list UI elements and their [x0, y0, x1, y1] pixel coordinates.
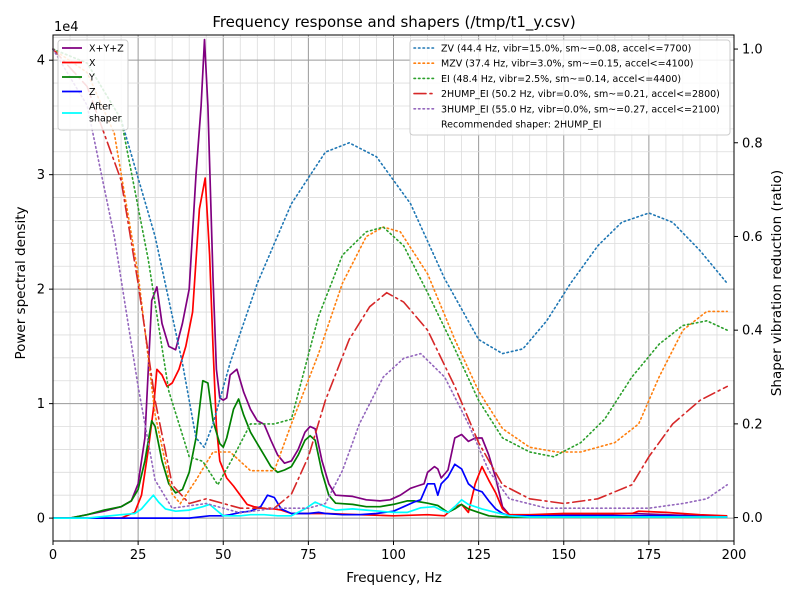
- legend-psd-label-3: Z: [89, 87, 96, 98]
- x-tick-label: 200: [722, 548, 747, 563]
- legend-shapers-box: [409, 39, 731, 136]
- x-tick-label: 0: [49, 548, 57, 563]
- y-axis-label-right: Shaper vibration reduction (ratio): [769, 170, 785, 396]
- shaper-line-4: [52, 48, 728, 514]
- legend-psd-label-4: After: [89, 102, 112, 113]
- legend-psd-label-0: X+Y+Z: [89, 44, 124, 55]
- y-tick-label: 3: [37, 168, 45, 183]
- y-axis-label: Power spectral density: [13, 206, 29, 359]
- chart-title: Frequency response and shapers (/tmp/t1_…: [212, 13, 575, 32]
- x-tick-label: 50: [215, 548, 232, 563]
- y-tick-label: 4: [37, 54, 45, 69]
- legend-psd-label-2: Y: [88, 73, 95, 84]
- psd-line-3: [53, 463, 728, 519]
- x-tick-label: 125: [466, 548, 491, 563]
- legend-shaper-label-1: MZV (37.4 Hz, vibr=3.0%, sm~=0.15, accel…: [441, 59, 693, 70]
- psd-line-0: [53, 38, 728, 519]
- y-tick-label-right: 0.0: [742, 511, 763, 526]
- axis-ticks: 0 25 50 75 100 125 150 175 200 0 1 2 3 4 0.0 0.2 0.4 0.6 0…: [37, 43, 763, 563]
- x-tick-label: 175: [636, 548, 661, 563]
- shaper-line-2: [52, 48, 728, 487]
- x-axis-label: Frequency, Hz: [346, 570, 442, 586]
- legend-shaper-label-0: ZV (44.4 Hz, vibr=15.0%, sm~=0.08, accel…: [441, 44, 691, 55]
- x-tick-label: 25: [130, 548, 147, 563]
- legend-shapers: ZV (44.4 Hz, vibr=15.0%, sm~=0.08, accel…: [409, 39, 731, 136]
- legend-psd-label-4: shaper: [89, 114, 122, 125]
- legend-shaper-label-3: 2HUMP_EI (50.2 Hz, vibr=0.0%, sm~=0.21, …: [441, 89, 720, 100]
- y-tick-label-right: 1.0: [742, 43, 763, 58]
- legend-psd-label-1: X: [89, 58, 96, 69]
- legend-shaper-label-4: 3HUMP_EI (55.0 Hz, vibr=0.0%, sm~=0.27, …: [441, 104, 720, 115]
- recommended-shaper-text: Recommended shaper: 2HUMP_EI: [441, 120, 602, 131]
- y-tick-label: 0: [37, 512, 45, 527]
- x-tick-label: 100: [381, 548, 406, 563]
- legend-shaper-label-2: EI (48.4 Hz, vibr=2.5%, sm~=0.14, accel<…: [441, 74, 681, 85]
- y-tick-label-right: 0.6: [742, 230, 763, 245]
- y-tick-label-right: 0.4: [742, 324, 763, 339]
- shaper-line-1: [52, 48, 728, 505]
- shaper-line-0: [52, 48, 728, 449]
- x-tick-label: 75: [300, 548, 317, 563]
- y-tick-label: 1: [37, 397, 45, 412]
- y-tick-label: 2: [37, 283, 45, 298]
- y-tick-label-right: 0.8: [742, 136, 763, 151]
- shaper-lines: [52, 48, 728, 514]
- x-tick-label: 150: [551, 548, 576, 563]
- y-offset-label: 1e4: [54, 20, 79, 35]
- shaper-line-3: [52, 48, 728, 509]
- y-tick-label-right: 0.2: [742, 417, 763, 432]
- psd-line-4: [53, 494, 728, 519]
